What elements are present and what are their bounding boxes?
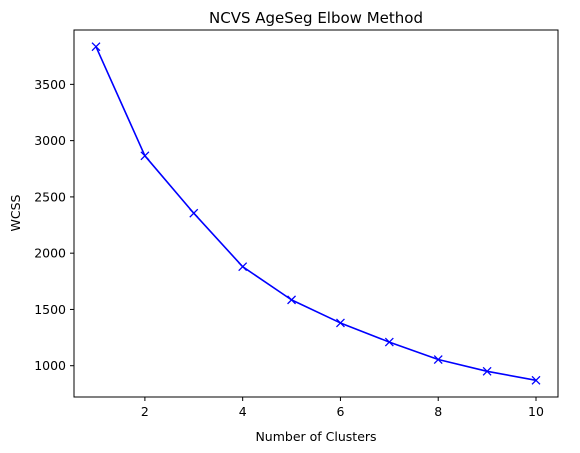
x-tick-label: 4 xyxy=(239,404,247,419)
y-tick-label: 1500 xyxy=(34,302,66,317)
data-point-x-marker xyxy=(336,319,344,327)
x-tick-label: 2 xyxy=(141,404,149,419)
x-axis: 2 4 6 8 10 xyxy=(141,397,544,419)
data-point-x-marker xyxy=(190,209,198,217)
data-point-x-marker xyxy=(385,338,393,346)
plot-area xyxy=(74,30,558,397)
data-point-x-marker xyxy=(92,43,100,51)
y-tick-label: 3500 xyxy=(34,77,66,92)
y-axis: 1000 1500 2000 2500 3000 3500 xyxy=(34,77,74,373)
chart-title: NCVS AgeSeg Elbow Method xyxy=(209,9,423,27)
y-tick-label: 2500 xyxy=(34,189,66,204)
y-tick-label: 3000 xyxy=(34,133,66,148)
plot-frame xyxy=(74,30,558,397)
series-line xyxy=(96,47,536,381)
x-tick-label: 6 xyxy=(336,404,344,419)
series-layer xyxy=(92,43,540,385)
data-point-x-marker xyxy=(288,296,296,304)
y-axis-label: WCSS xyxy=(8,194,23,231)
x-axis-label: Number of Clusters xyxy=(255,429,376,444)
y-tick-label: 2000 xyxy=(34,246,66,261)
data-point-x-marker xyxy=(239,263,247,271)
x-tick-label: 8 xyxy=(434,404,442,419)
data-point-x-marker xyxy=(141,152,149,160)
y-tick-label: 1000 xyxy=(34,358,66,373)
x-tick-label: 10 xyxy=(528,404,544,419)
